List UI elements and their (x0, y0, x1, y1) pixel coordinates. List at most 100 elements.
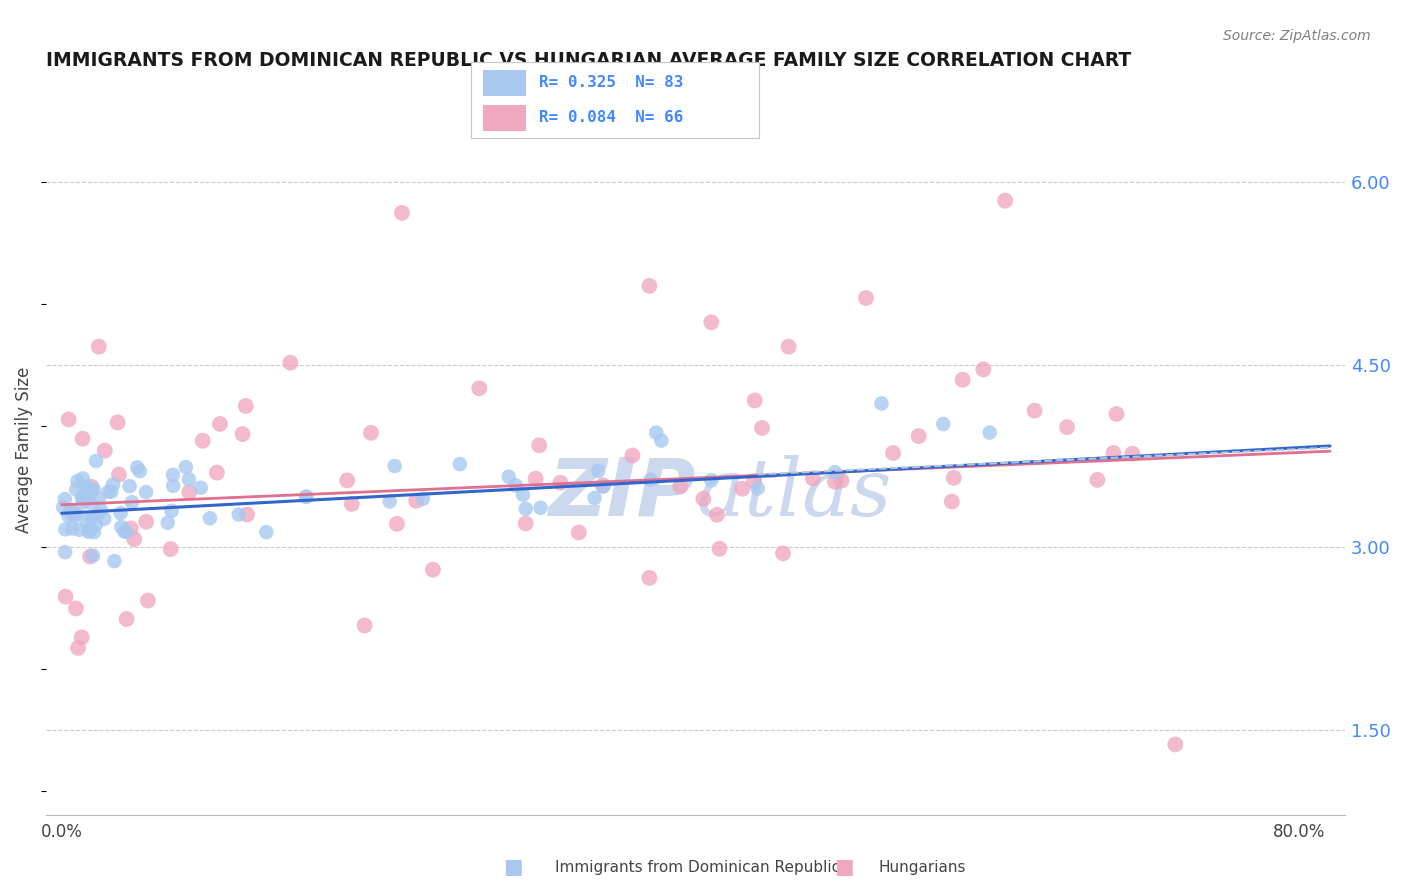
Point (529, 438, 551, 452)
Point (83, 483, 105, 497)
Point (882, 446, 904, 460)
Point (295, 490, 318, 504)
Point (295, 490, 318, 504)
Text: atlas: atlas (696, 455, 891, 533)
Point (700, 315, 723, 329)
Point (79, 495, 101, 509)
Point (80, 483, 103, 498)
Point (412, 491, 434, 506)
Point (360, 425, 382, 440)
Point (1024, 403, 1046, 417)
Point (103, 554, 125, 568)
Text: Immigrants from Dominican Republic: Immigrants from Dominican Republic (555, 860, 841, 874)
Point (65, 482, 87, 496)
Point (67, 523, 90, 537)
Point (831, 474, 853, 488)
Point (127, 460, 149, 475)
Point (65, 601, 87, 615)
Point (174, 460, 197, 475)
Point (515, 516, 537, 531)
Point (93, 512, 115, 526)
Point (515, 501, 537, 516)
Point (80, 511, 103, 525)
Point (731, 482, 754, 496)
Point (907, 429, 929, 443)
Point (101, 477, 124, 491)
Point (512, 488, 534, 502)
Point (742, 474, 765, 488)
Point (87, 491, 110, 506)
Point (94, 443, 117, 458)
Point (84, 517, 107, 532)
Point (979, 425, 1001, 440)
Text: R= 0.325  N= 83: R= 0.325 N= 83 (538, 76, 683, 90)
Point (72, 471, 94, 485)
Point (67, 640, 90, 655)
Point (422, 563, 444, 577)
Text: IMMIGRANTS FROM DOMINICAN REPUBLIC VS HUNGARIAN AVERAGE FAMILY SIZE CORRELATION : IMMIGRANTS FROM DOMINICAN REPUBLIC VS HU… (46, 51, 1132, 70)
Point (110, 520, 132, 534)
Text: Hungarians: Hungarians (879, 860, 966, 874)
Point (59, 503, 82, 517)
Text: ■: ■ (503, 857, 523, 877)
Point (128, 464, 150, 478)
Point (941, 494, 963, 508)
Point (236, 508, 259, 522)
Point (191, 434, 214, 448)
Point (254, 525, 277, 540)
Point (235, 399, 257, 413)
Text: ZIP: ZIP (548, 455, 696, 533)
Point (208, 417, 231, 431)
Point (108, 467, 131, 482)
Point (638, 571, 661, 585)
Point (58, 412, 80, 426)
Point (80, 480, 103, 494)
Point (592, 480, 614, 494)
Point (60, 521, 83, 535)
Point (72, 495, 94, 509)
Point (568, 525, 591, 540)
Point (747, 481, 769, 495)
Point (1102, 446, 1125, 460)
FancyBboxPatch shape (482, 70, 526, 95)
Point (79, 483, 101, 497)
Point (824, 475, 846, 489)
Point (70, 631, 93, 645)
Point (58, 508, 80, 523)
Point (583, 491, 606, 505)
Point (110, 506, 132, 520)
Point (588, 464, 610, 478)
Point (669, 479, 692, 493)
Point (53, 491, 76, 506)
Point (76, 491, 98, 506)
Point (336, 474, 359, 488)
Point (529, 500, 551, 515)
Point (77, 524, 100, 539)
Point (1121, 447, 1143, 461)
Point (706, 508, 728, 522)
Point (52, 500, 75, 515)
Point (120, 521, 142, 535)
Point (640, 473, 662, 487)
Point (135, 485, 157, 500)
Point (385, 516, 408, 531)
Point (159, 542, 181, 557)
Point (53, 522, 76, 536)
Point (62, 505, 84, 519)
Point (505, 478, 527, 492)
Point (156, 516, 179, 530)
Point (118, 479, 141, 493)
Point (177, 472, 200, 486)
Point (405, 493, 427, 508)
Point (205, 466, 228, 480)
Point (621, 449, 644, 463)
Point (190, 481, 212, 495)
Point (692, 491, 714, 506)
Point (870, 396, 893, 410)
Point (1056, 420, 1078, 434)
Point (952, 373, 974, 387)
Point (391, 206, 413, 220)
Point (55, 590, 77, 604)
Point (66, 507, 89, 521)
Text: Source: ZipAtlas.com: Source: ZipAtlas.com (1223, 29, 1371, 43)
